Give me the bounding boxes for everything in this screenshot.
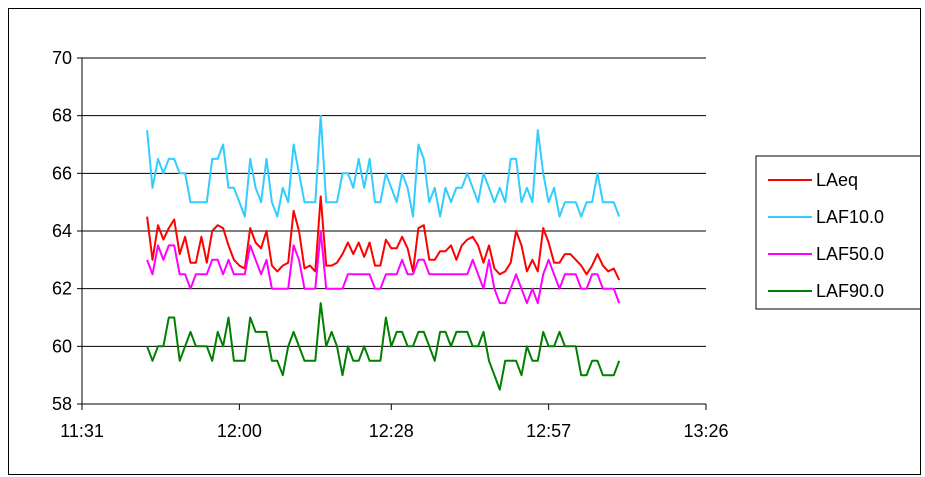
y-tick-label: 64: [52, 221, 72, 241]
y-tick-label: 62: [52, 279, 72, 299]
chart-frame: 58 60 62 64 66 68 70 11:31 12:00 12:28 12:57 13:26 …: [8, 8, 921, 475]
series-line-laf10-0: [146, 114, 621, 218]
legend-box: [755, 155, 920, 310]
x-tick-label: 12:57: [526, 421, 571, 441]
x-tick-label: 11:31: [60, 421, 104, 441]
series-line-laf90-0: [146, 302, 621, 391]
series-line-laeq: [146, 195, 621, 281]
legend-label: LAF10.0: [816, 207, 884, 227]
y-tick-label: 66: [52, 163, 72, 183]
y-tick-label: 58: [52, 394, 72, 414]
legend-label: LAF50.0: [816, 244, 884, 264]
series-line-laf50-0: [146, 230, 621, 305]
axes: 58 60 62 64 66 68 70 11:31 12:00 12:28 12:57 13:26: [52, 48, 729, 441]
legend-label: LAeq: [816, 170, 858, 190]
legend: LAeq LAF10.0 LAF50.0 LAF90.0: [755, 155, 920, 310]
y-tick-label: 60: [52, 336, 72, 356]
y-tick-label: 68: [52, 106, 72, 126]
x-tick-label: 12:00: [217, 421, 262, 441]
y-tick-label: 70: [52, 48, 72, 68]
legend-label: LAF90.0: [816, 281, 884, 301]
series-lines: [146, 114, 621, 391]
x-tick-label: 13:26: [683, 421, 728, 441]
x-tick-label: 12:28: [369, 421, 414, 441]
